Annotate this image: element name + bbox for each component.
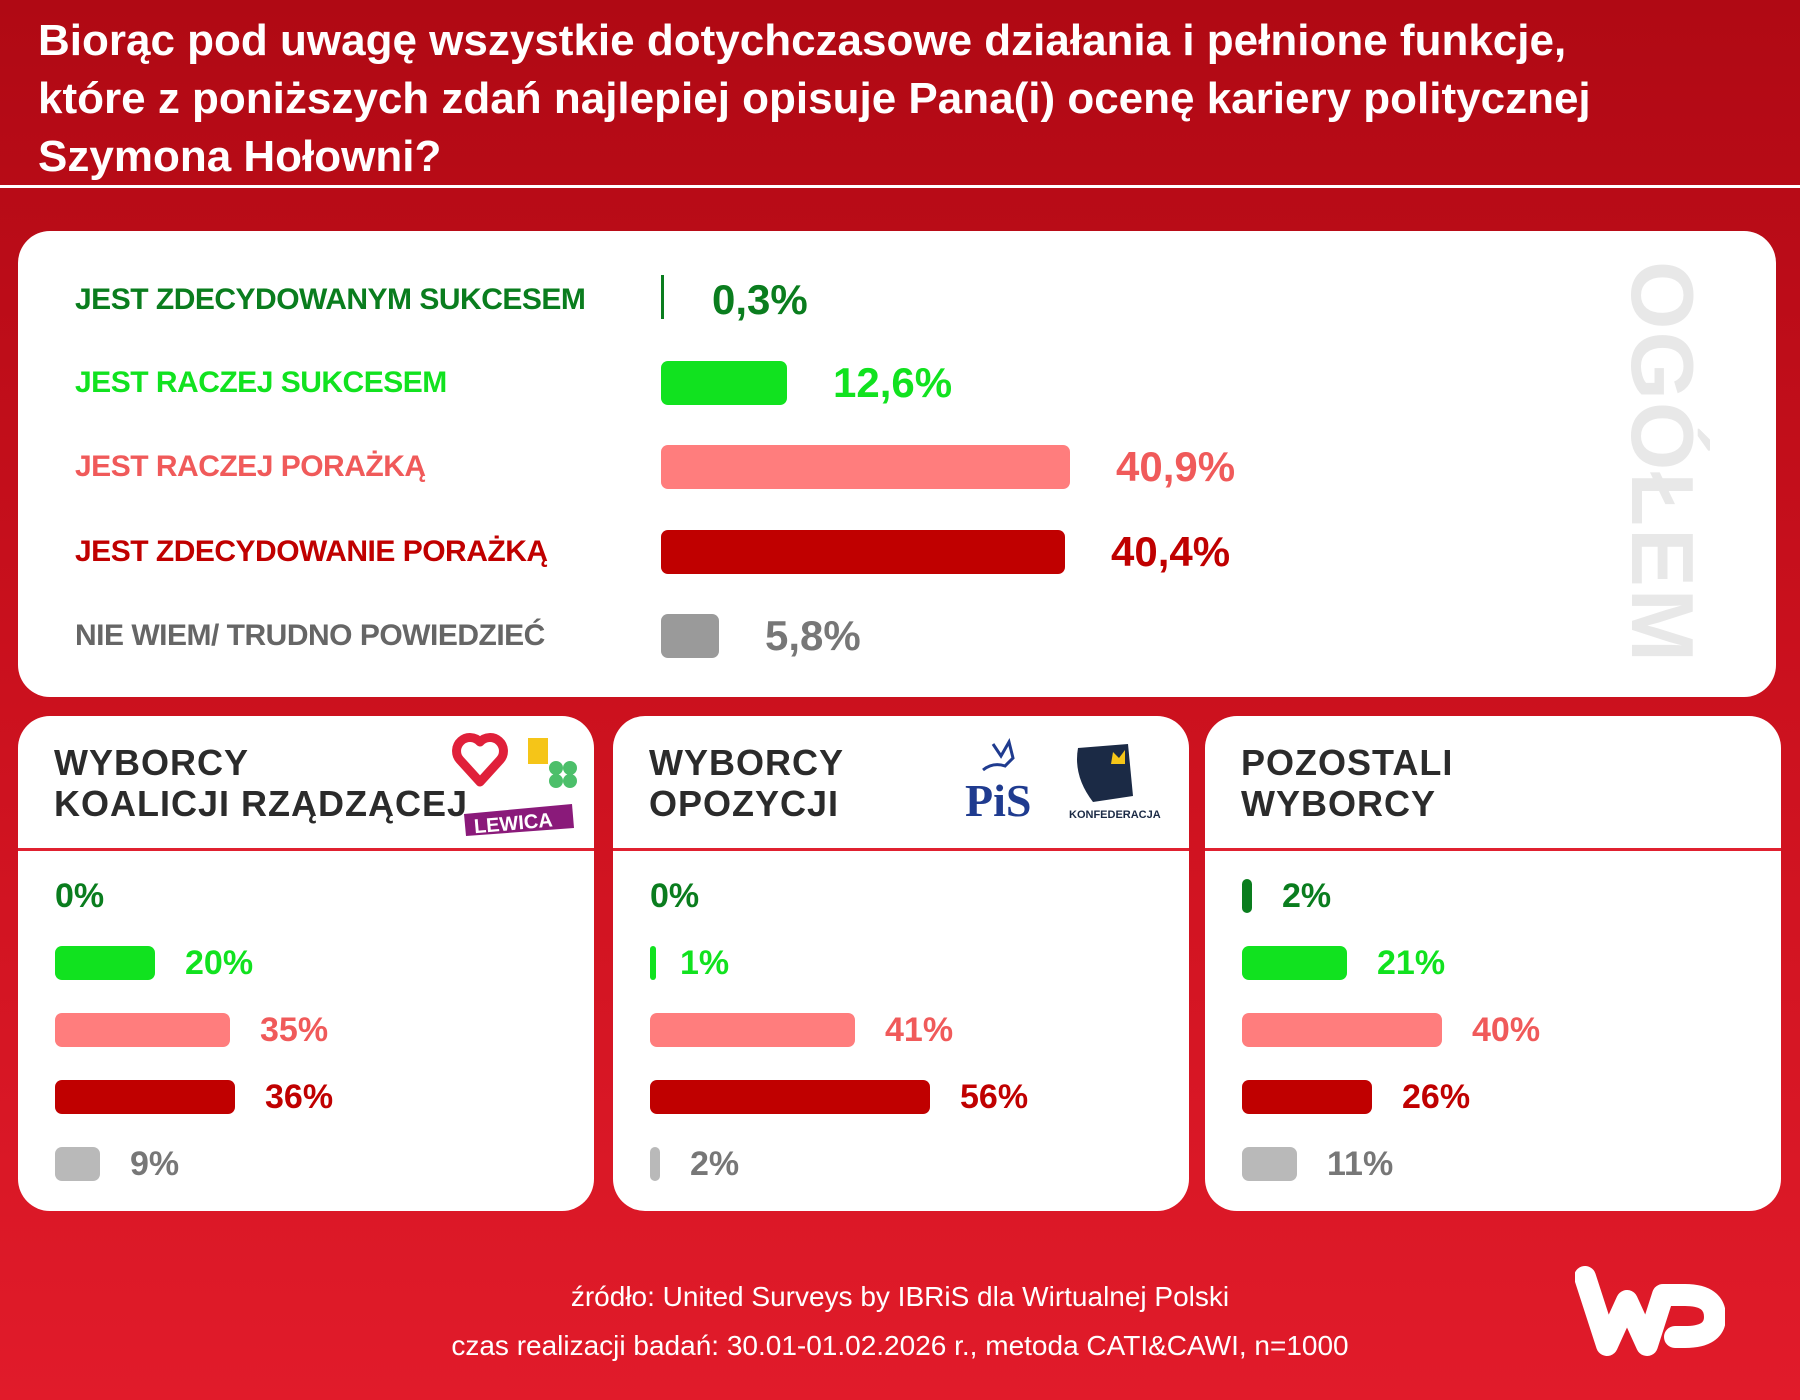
bar-dont-know bbox=[650, 1147, 660, 1181]
panel-divider bbox=[613, 848, 1189, 851]
heart-logo-icon bbox=[452, 733, 508, 787]
panel-divider bbox=[18, 848, 594, 851]
footer: źródło: United Surveys by IBRiS dla Wirt… bbox=[0, 1272, 1800, 1370]
bar-row-dont-know: 2% bbox=[613, 1144, 1183, 1184]
bar-strong-failure bbox=[650, 1080, 930, 1114]
chart-title: Biorąc pod uwagę wszystkie dotychczasowe… bbox=[38, 12, 1758, 186]
panel-title: POZOSTALI WYBORCY bbox=[1241, 742, 1454, 824]
source-text: źródło: United Surveys by IBRiS dla Wirt… bbox=[570, 1281, 1230, 1312]
header-divider bbox=[0, 185, 1800, 188]
value-label: 0,3% bbox=[712, 276, 808, 323]
bar-strong-failure bbox=[1242, 1080, 1372, 1114]
bar-row-strong-success: 0% bbox=[18, 876, 588, 916]
method-text: czas realizacji badań: 30.01-01.02.2026 … bbox=[451, 1330, 1349, 1361]
value-label: 2% bbox=[690, 1145, 740, 1183]
bar-row-success: JEST RACZEJ SUKCESEM 12,6% bbox=[18, 358, 1518, 408]
bar-dont-know bbox=[55, 1147, 100, 1181]
bar-strong-success bbox=[1242, 879, 1252, 913]
bar-row-failure: 40% bbox=[1205, 1010, 1775, 1050]
category-label: JEST ZDECYDOWANIE PORAŻKĄ bbox=[75, 535, 548, 568]
overall-panel: OGÓŁEM JEST ZDECYDOWANYM SUKCESEM 0,3% JES… bbox=[18, 231, 1776, 697]
category-label: NIE WIEM/ TRUDNO POWIEDZIEĆ bbox=[75, 619, 545, 652]
value-label: 56% bbox=[960, 1078, 1029, 1116]
panel-title: WYBORCY OPOZYCJI bbox=[649, 742, 844, 824]
bar-row-success: 21% bbox=[1205, 943, 1775, 983]
value-label: 40,9% bbox=[1116, 443, 1236, 490]
bar-row-strong-success: 2% bbox=[1205, 876, 1775, 916]
value-label: 41% bbox=[885, 1011, 954, 1049]
opposition-logos: PiS KONFEDERACJA bbox=[965, 738, 1161, 826]
bar-row-failure: 41% bbox=[613, 1010, 1183, 1050]
bar-failure bbox=[55, 1013, 230, 1047]
wp-logo bbox=[1575, 1266, 1725, 1356]
bar-success bbox=[661, 361, 787, 405]
bar-success bbox=[1242, 946, 1347, 980]
bar-strong-failure bbox=[661, 530, 1065, 574]
value-label: 35% bbox=[260, 1011, 329, 1049]
2050-logo-icon bbox=[528, 738, 548, 764]
value-label: 40% bbox=[1472, 1011, 1541, 1049]
bar-row-strong-success: 0% bbox=[613, 876, 1183, 916]
coalition-voters-panel: WYBORCY KOALICJI RZĄDZĄCEJ LEWICA 0% 20% 35… bbox=[18, 716, 594, 1211]
bar-failure bbox=[1242, 1013, 1442, 1047]
svg-text:KONFEDERACJA: KONFEDERACJA bbox=[1069, 809, 1161, 821]
bar-dont-know bbox=[1242, 1147, 1297, 1181]
overall-panel-title: OGÓŁEM bbox=[1613, 261, 1712, 665]
category-label: JEST RACZEJ PORAŻKĄ bbox=[75, 450, 426, 483]
value-label: 26% bbox=[1402, 1078, 1471, 1116]
value-label: 1% bbox=[680, 944, 730, 982]
coalition-logos: LEWICA bbox=[452, 733, 577, 838]
bar-row-failure: 35% bbox=[18, 1010, 588, 1050]
value-label: 9% bbox=[130, 1145, 180, 1183]
value-label: 11% bbox=[1327, 1145, 1394, 1183]
title-line: Szymona Hołowni? bbox=[38, 132, 442, 181]
bar-success bbox=[650, 946, 656, 980]
bar-row-dont-know: 11% bbox=[1205, 1144, 1775, 1184]
value-label: 20% bbox=[185, 944, 254, 982]
bar-success bbox=[55, 946, 155, 980]
bar-failure bbox=[661, 445, 1070, 489]
value-label: 12,6% bbox=[833, 359, 953, 406]
bar-row-dont-know: 9% bbox=[18, 1144, 588, 1184]
clover-logo-icon bbox=[549, 761, 577, 788]
opposition-voters-panel: WYBORCY OPOZYCJI PiS KONFEDERACJA 0% 1% 41%… bbox=[613, 716, 1189, 1211]
bar-row-strong-success: JEST ZDECYDOWANYM SUKCESEM 0,3% bbox=[18, 275, 1518, 325]
other-voters-panel: POZOSTALI WYBORCY 2% 21% 40% 26% 11% bbox=[1205, 716, 1781, 1211]
title-line: Biorąc pod uwagę wszystkie dotychczasowe… bbox=[38, 16, 1567, 65]
bar-strong-failure bbox=[55, 1080, 235, 1114]
bar-dont-know bbox=[661, 614, 719, 658]
bar-row-strong-failure: JEST ZDECYDOWANIE PORAŻKĄ 40,4% bbox=[18, 527, 1518, 577]
bar-row-failure: JEST RACZEJ PORAŻKĄ 40,9% bbox=[18, 442, 1518, 492]
panel-title: WYBORCY KOALICJI RZĄDZĄCEJ bbox=[54, 742, 469, 824]
bar-row-strong-failure: 26% bbox=[1205, 1077, 1775, 1117]
value-label: 40,4% bbox=[1111, 528, 1231, 575]
value-label: 2% bbox=[1282, 877, 1332, 915]
pis-eagle-icon bbox=[982, 738, 1015, 772]
value-label: 36% bbox=[265, 1078, 334, 1116]
lewica-logo-icon bbox=[464, 804, 574, 836]
category-label: JEST RACZEJ SUKCESEM bbox=[75, 366, 447, 399]
bar-row-success: 1% bbox=[613, 943, 1183, 983]
category-label: JEST ZDECYDOWANYM SUKCESEM bbox=[75, 283, 586, 316]
panel-divider bbox=[1205, 848, 1781, 851]
bar-failure bbox=[650, 1013, 855, 1047]
title-line: które z poniższych zdań najlepiej opisuj… bbox=[38, 74, 1591, 123]
bar-row-strong-failure: 56% bbox=[613, 1077, 1183, 1117]
value-label: 5,8% bbox=[765, 612, 861, 659]
value-label: 0% bbox=[55, 877, 105, 915]
bar-row-success: 20% bbox=[18, 943, 588, 983]
svg-text:PiS: PiS bbox=[965, 775, 1031, 826]
bar-row-dont-know: NIE WIEM/ TRUDNO POWIEDZIEĆ 5,8% bbox=[18, 611, 1518, 661]
value-label: 0% bbox=[650, 877, 700, 915]
value-label: 21% bbox=[1377, 944, 1446, 982]
bar-row-strong-failure: 36% bbox=[18, 1077, 588, 1117]
bar-strong-success bbox=[661, 275, 664, 319]
